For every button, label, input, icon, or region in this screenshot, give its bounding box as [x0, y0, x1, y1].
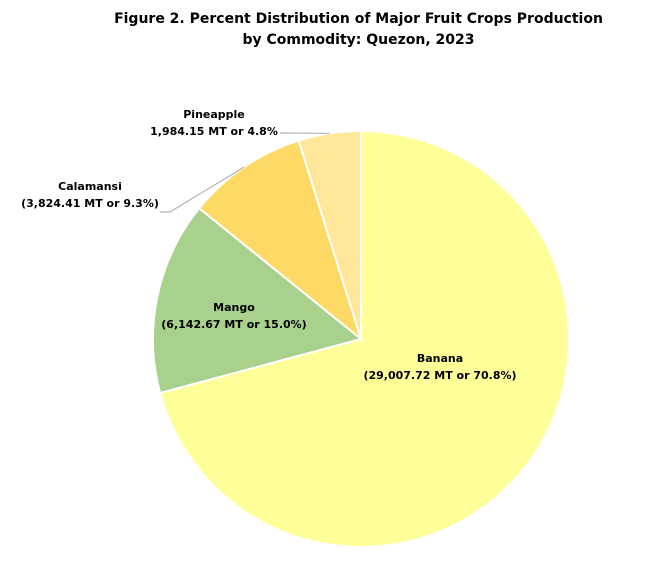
pie-slice-calamansi	[197, 139, 363, 342]
data-label-value-banana: (29,007.72 MT or 70.8%)	[363, 369, 516, 382]
data-label-value-mango: (6,142.67 MT or 15.0%)	[161, 318, 306, 331]
chart-title-line-2: by Commodity: Quezon, 2023	[242, 32, 475, 48]
chart-title-line-1: Figure 2. Percent Distribution of Major …	[114, 11, 603, 27]
data-label-name-banana: Banana	[417, 352, 463, 365]
pie-slice-banana	[158, 129, 570, 548]
pie-slice-pineapple	[297, 129, 362, 340]
data-label-value-pineapple: 1,984.15 MT or 4.8%	[150, 125, 278, 138]
pie-slice-mango	[152, 206, 364, 395]
data-label-value-calamansi: (3,824.41 MT or 9.3%)	[21, 197, 159, 210]
data-label-name-calamansi: Calamansi	[58, 180, 122, 193]
leader-line-calamansi	[160, 166, 245, 213]
data-label-name-pineapple: Pineapple	[183, 108, 245, 121]
data-label-name-mango: Mango	[213, 301, 255, 314]
